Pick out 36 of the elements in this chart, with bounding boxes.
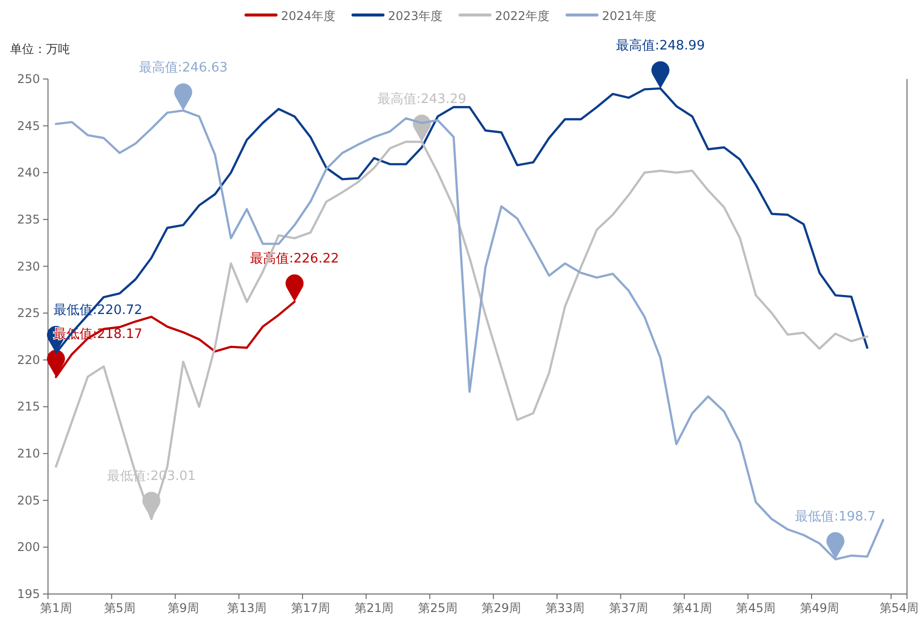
y-tick-label: 200 <box>17 540 40 554</box>
y-axis-title: 单位：万吨 <box>10 42 70 56</box>
x-tick-label: 第33周 <box>545 601 585 615</box>
x-tick-label: 第21周 <box>354 601 394 615</box>
y-tick-label: 210 <box>17 446 40 461</box>
annotation: 最高值:243.29 <box>377 90 466 107</box>
y-tick-label: 250 <box>17 72 40 86</box>
legend-label: 2022年度 <box>495 9 550 23</box>
legend-label: 2023年度 <box>388 9 443 23</box>
x-tick-label: 第25周 <box>418 601 458 615</box>
y-tick-label: 195 <box>17 587 40 601</box>
y-tick-label: 220 <box>17 352 40 367</box>
x-tick-label: 第49周 <box>800 601 840 615</box>
legend-label: 2024年度 <box>281 9 336 23</box>
x-tick-label: 第9周 <box>167 601 200 615</box>
annotation: 最高值:246.63 <box>138 60 228 76</box>
annotation: 最高值:248.99 <box>616 37 705 54</box>
line-series <box>54 109 884 560</box>
annotation: 最低值:198.7 <box>795 509 876 524</box>
y-tick-label: 230 <box>17 259 40 274</box>
y-tick-label: 215 <box>17 400 40 414</box>
x-tick-label: 第37周 <box>608 601 648 615</box>
legend-label: 2021年度 <box>602 9 657 23</box>
y-tick-label: 240 <box>17 166 40 180</box>
y-tick-label: 245 <box>17 118 40 133</box>
x-tick-label: 第45周 <box>736 601 776 615</box>
x-tick-label: 第41周 <box>672 601 712 615</box>
x-tick-label: 第54周 <box>879 601 919 615</box>
y-tick-label: 235 <box>17 212 40 226</box>
x-tick-label: 第13周 <box>227 601 266 615</box>
x-tick-label: 第5周 <box>104 601 136 615</box>
x-tick-label: 第1周 <box>40 601 72 615</box>
y-tick-label: 205 <box>17 493 40 508</box>
x-tick-label: 第29周 <box>482 601 521 615</box>
y-tick-label: 225 <box>17 306 40 320</box>
x-tick-label: 第17周 <box>290 601 330 615</box>
